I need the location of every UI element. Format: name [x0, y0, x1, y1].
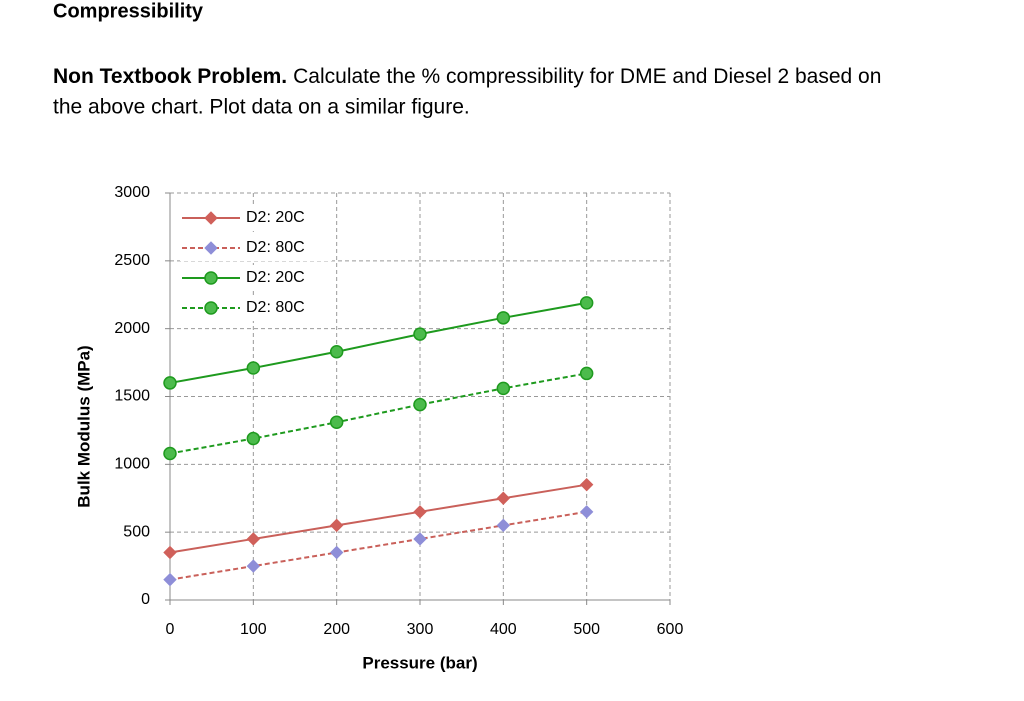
- y-tick-label: 1500: [114, 388, 150, 405]
- legend-marker: [204, 301, 218, 315]
- y-axis-label: Bulk Modulus (MPa): [74, 345, 93, 507]
- x-tick-label: 100: [240, 621, 267, 638]
- marker: [413, 397, 427, 412]
- marker: [246, 559, 261, 573]
- marker: [329, 545, 344, 560]
- marker: [246, 431, 261, 446]
- x-axis-label: Pressure (bar): [362, 653, 477, 672]
- chart: 0 500 1000 1500 2000 2500 3000 0 100 200 300 400 500…: [74, 184, 683, 672]
- marker: [496, 311, 511, 325]
- x-tick-label: 300: [407, 621, 434, 638]
- x-tick-label: 600: [657, 621, 684, 638]
- x-tick-label: 0: [166, 621, 175, 638]
- paragraph-line: the above chart. Plot data on a similar …: [53, 96, 470, 119]
- paragraph-bold: Non Textbook Problem.: [53, 65, 287, 88]
- series-line: [169, 510, 587, 581]
- series-line: [169, 301, 587, 384]
- marker: [496, 518, 511, 533]
- y-tick-label: 2500: [114, 252, 150, 269]
- y-tick-label: 0: [141, 591, 150, 608]
- marker: [163, 545, 177, 560]
- legend-label: D2: 20C: [246, 209, 305, 226]
- legend-marker: [204, 241, 218, 255]
- marker: [579, 366, 594, 381]
- marker: [579, 296, 594, 310]
- y-tick-label: 2000: [114, 320, 150, 337]
- marker: [246, 532, 261, 546]
- x-tick-label: 400: [490, 621, 517, 638]
- series-line: [169, 483, 587, 554]
- paragraph-line: Non Textbook Problem. Calculate the % com…: [53, 65, 881, 88]
- series-line: [169, 372, 587, 455]
- legend-marker: [204, 211, 218, 225]
- marker: [496, 381, 511, 396]
- x-tick-label: 500: [573, 621, 600, 638]
- x-tick-label: 200: [323, 621, 350, 638]
- y-tick-label: 3000: [114, 184, 150, 201]
- legend: D2: 20C D2: 80C D2: 20C D2: 80C: [180, 205, 332, 321]
- legend-label: D2: 80C: [246, 299, 305, 316]
- legend-marker: [204, 271, 218, 285]
- marker: [246, 361, 261, 375]
- paragraph-text: Calculate the % compressibility for DME …: [293, 65, 881, 88]
- marker: [163, 572, 177, 587]
- marker: [579, 505, 594, 519]
- legend-label: D2: 20C: [246, 269, 305, 286]
- legend-label: D2: 80C: [246, 239, 305, 256]
- marker: [496, 491, 511, 505]
- marker: [329, 518, 344, 533]
- heading: Compressibility: [53, 0, 204, 22]
- marker: [413, 532, 427, 546]
- y-tick-label: 500: [123, 523, 150, 540]
- marker: [163, 376, 177, 390]
- marker: [413, 327, 427, 341]
- y-tick-label: 1000: [114, 456, 150, 473]
- marker: [329, 344, 344, 359]
- marker: [413, 505, 427, 519]
- marker: [579, 477, 594, 492]
- marker: [163, 446, 177, 461]
- marker: [329, 415, 344, 430]
